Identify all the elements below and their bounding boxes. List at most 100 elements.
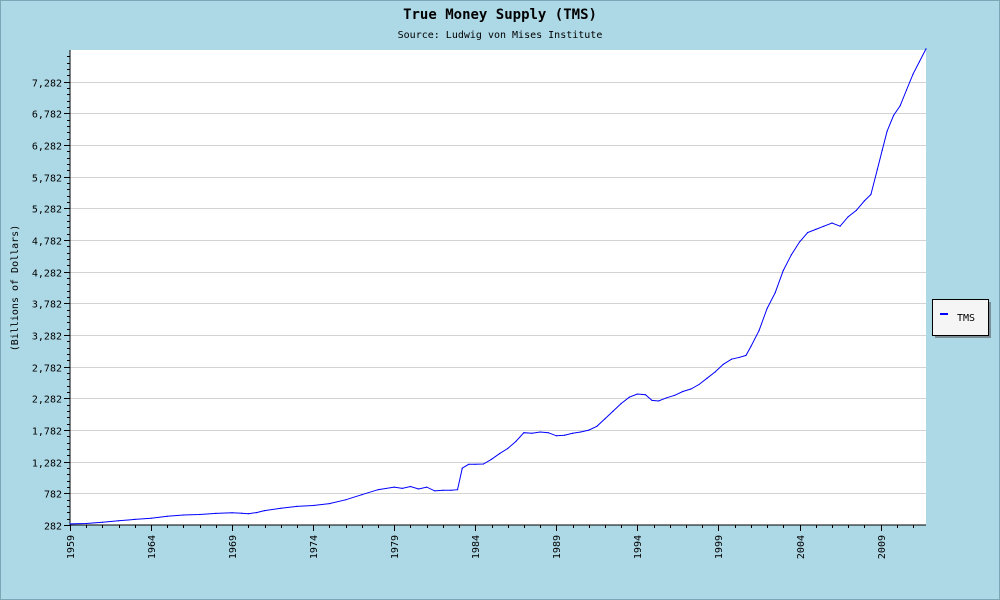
data-point — [620, 402, 622, 405]
x-tick-label: 1994 — [633, 535, 644, 559]
data-point — [782, 269, 784, 272]
data-point — [651, 399, 653, 401]
data-point — [628, 396, 630, 398]
data-point — [863, 200, 866, 202]
data-point — [426, 486, 428, 488]
y-tick-label: 6,282 — [32, 142, 62, 153]
data-point — [604, 418, 606, 420]
data-point — [401, 487, 403, 489]
data-point — [790, 254, 793, 256]
data-point — [442, 489, 444, 491]
y-tick-label: 6,782 — [32, 110, 62, 121]
data-point — [815, 228, 817, 230]
data-point — [345, 499, 347, 501]
data-point — [876, 168, 879, 170]
data-point — [870, 193, 872, 196]
data-point — [831, 222, 833, 224]
data-point — [774, 292, 776, 294]
data-point — [636, 393, 639, 395]
data-point — [580, 431, 582, 433]
data-point — [905, 89, 908, 91]
data-point — [461, 467, 463, 469]
data-point — [722, 363, 724, 365]
x-tick-label: 2009 — [877, 535, 888, 559]
x-axis-ticks: 1959 1964 1969 1974 1979 1984 1989 1994 1999 2004… — [66, 525, 914, 559]
data-point — [328, 503, 330, 505]
x-tick-label: 1969 — [228, 535, 239, 559]
data-point — [739, 356, 741, 358]
y-tick-label: 7,282 — [32, 79, 62, 90]
data-point — [531, 432, 533, 434]
y-tick-label: 782 — [44, 490, 62, 501]
data-point — [101, 521, 103, 523]
data-point — [745, 354, 747, 356]
data-point — [539, 431, 541, 433]
data-point — [750, 345, 752, 348]
data-point — [674, 394, 676, 396]
data-point — [657, 400, 660, 402]
data-point — [118, 520, 120, 522]
data-point — [85, 522, 87, 525]
data-point — [766, 307, 768, 310]
data-point — [377, 489, 379, 491]
x-tick-label: 2004 — [796, 535, 807, 559]
data-point — [572, 432, 574, 434]
data-point — [682, 390, 684, 393]
data-point — [666, 397, 668, 399]
data-point — [241, 512, 243, 514]
data-point — [596, 425, 598, 427]
data-point — [855, 209, 857, 211]
data-point — [468, 463, 470, 465]
data-point — [418, 488, 420, 490]
legend-label-tms: TMS — [957, 313, 975, 324]
data-point — [555, 435, 558, 437]
data-point — [847, 216, 849, 218]
legend: TMS — [932, 299, 991, 338]
x-tick-label: 1959 — [66, 535, 77, 559]
x-tick-label: 1979 — [390, 535, 401, 559]
data-point — [563, 434, 566, 436]
data-point — [899, 105, 901, 107]
y-axis-ticks: 282 782 1,282 1,782 2,282 2,782 3,282 3,782 4,28… — [32, 56, 70, 533]
data-point — [823, 225, 825, 227]
x-tick-label: 1974 — [309, 535, 320, 559]
data-point — [758, 330, 760, 332]
data-point — [698, 383, 700, 386]
data-point — [918, 60, 921, 63]
data-point — [886, 130, 888, 132]
data-point — [588, 429, 590, 431]
data-point — [515, 440, 517, 443]
data-point — [69, 523, 71, 525]
data-point — [450, 489, 452, 491]
legend-box — [932, 299, 989, 336]
data-point — [925, 48, 927, 50]
data-point — [434, 490, 436, 492]
data-point — [231, 512, 233, 514]
y-tick-label: 1,782 — [32, 427, 62, 438]
data-point — [912, 73, 914, 75]
data-point — [706, 377, 708, 379]
data-point — [393, 486, 395, 488]
data-point — [893, 114, 895, 116]
data-point — [255, 511, 257, 514]
data-point — [312, 504, 314, 507]
series-points-tms — [69, 48, 927, 525]
x-tick-label: 1989 — [552, 535, 563, 559]
chart-subtitle: Source: Ludwig von Mises Institute — [398, 30, 603, 41]
data-point — [490, 458, 493, 460]
data-point — [798, 241, 801, 243]
plot-area — [70, 50, 926, 525]
y-axis-label: (Billions of Dollars) — [10, 225, 21, 351]
data-point — [263, 510, 266, 512]
y-tick-label: 4,282 — [32, 269, 62, 280]
data-point — [839, 225, 841, 227]
data-point — [134, 518, 136, 521]
y-tick-label: 3,782 — [32, 300, 62, 311]
data-point — [807, 231, 809, 234]
data-point — [199, 513, 201, 516]
data-point — [474, 463, 476, 465]
data-point — [612, 410, 614, 412]
y-tick-label: 5,282 — [32, 205, 62, 216]
